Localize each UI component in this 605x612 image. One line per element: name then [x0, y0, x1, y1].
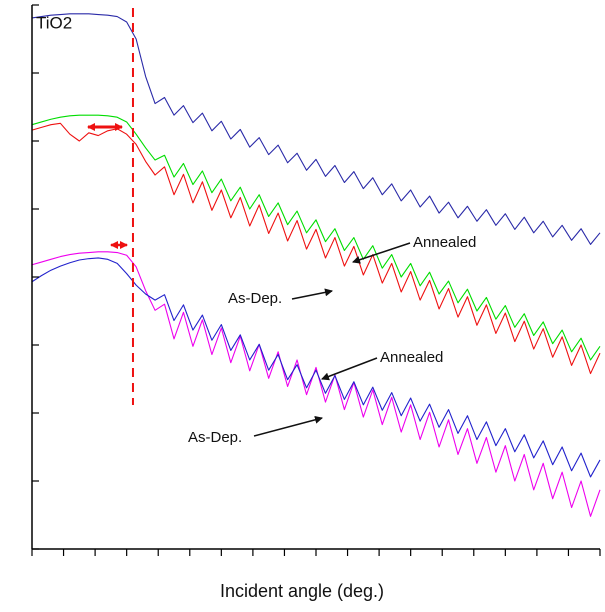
x-axis-label: Incident angle (deg.) [220, 581, 384, 601]
data-line [31, 122, 601, 375]
data-line [31, 257, 601, 478]
annotation: As-Dep. [188, 429, 242, 446]
annotation-arrow [253, 415, 323, 437]
annotation-arrow [291, 288, 333, 300]
data-line [31, 13, 601, 245]
annotation: Annealed [413, 234, 476, 251]
annotation-arrow [321, 357, 378, 381]
sample-label: TiO2 [36, 13, 72, 32]
annotation: Annealed [380, 349, 443, 366]
annotation: As-Dep. [228, 290, 282, 307]
data-line [31, 251, 601, 517]
data-line [31, 114, 601, 361]
plot-area [31, 13, 601, 517]
annotation-arrow [352, 242, 411, 264]
